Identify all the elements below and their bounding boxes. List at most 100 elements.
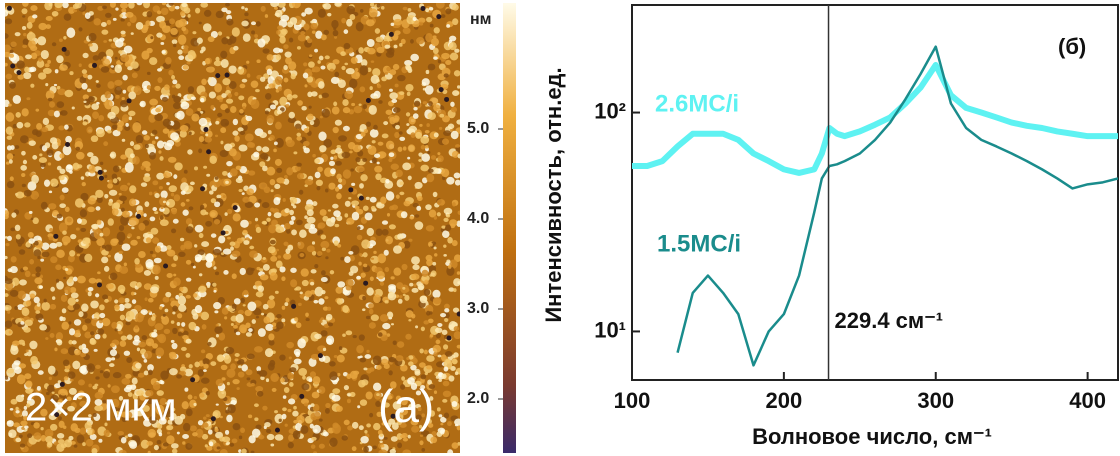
grain (105, 13, 112, 18)
grain (18, 291, 26, 300)
pit (221, 230, 226, 235)
grain (186, 226, 194, 233)
grain (363, 252, 368, 257)
grain (266, 218, 271, 222)
grain (408, 435, 411, 439)
grain (59, 175, 65, 180)
grain (163, 297, 170, 303)
grain (254, 34, 258, 38)
grain (303, 141, 310, 146)
grain (341, 66, 345, 70)
grain (102, 334, 106, 339)
grain (128, 434, 133, 438)
grain (148, 310, 151, 312)
grain (182, 401, 189, 409)
grain (201, 378, 210, 384)
grain (107, 112, 115, 119)
grain (186, 108, 194, 116)
grain (390, 449, 396, 454)
grain (231, 323, 234, 326)
grain (290, 17, 298, 25)
grain (49, 377, 52, 380)
grain (146, 338, 154, 346)
grain (98, 115, 104, 121)
grain (104, 175, 107, 179)
grain (442, 374, 447, 380)
grain (58, 439, 65, 444)
pit (65, 142, 70, 147)
grain (82, 182, 86, 186)
grain (188, 395, 193, 400)
grain (21, 8, 27, 14)
grain (389, 117, 395, 125)
grain (221, 365, 228, 370)
grain (437, 152, 440, 155)
grain (255, 218, 258, 222)
grain (360, 86, 366, 92)
grain (171, 75, 175, 80)
grain (34, 277, 42, 284)
grain (171, 228, 176, 233)
grain (22, 108, 29, 116)
grain (233, 213, 241, 221)
grain (249, 246, 254, 250)
grain (445, 8, 451, 14)
grain (380, 444, 384, 447)
grain (230, 246, 234, 250)
pit (163, 264, 168, 269)
grain (113, 372, 122, 378)
pit (444, 97, 449, 102)
grain (244, 310, 251, 316)
grain (280, 378, 285, 383)
grain (206, 391, 210, 395)
grain (224, 316, 227, 319)
grain (118, 65, 121, 69)
grain (125, 374, 132, 379)
grain (122, 243, 131, 250)
grain (77, 254, 80, 257)
pit (439, 87, 444, 92)
pit (99, 176, 104, 181)
grain (121, 8, 126, 12)
grain (277, 25, 283, 30)
grain (122, 139, 126, 142)
grain (201, 241, 209, 247)
grain (265, 93, 271, 100)
grain (171, 340, 175, 343)
grain (256, 146, 262, 152)
grain (88, 197, 96, 204)
grain (426, 255, 433, 261)
grain (343, 107, 350, 113)
grain (286, 342, 294, 349)
grain (26, 97, 30, 100)
grain (402, 449, 411, 456)
grain (377, 3, 381, 7)
grain (364, 430, 367, 434)
grain (6, 74, 13, 80)
grain (307, 245, 315, 252)
grain (371, 206, 376, 210)
grain (268, 363, 275, 371)
grain (318, 9, 326, 18)
grain (75, 0, 82, 8)
grain (303, 23, 309, 30)
grain (295, 286, 301, 290)
grain (441, 53, 450, 59)
grain (289, 357, 292, 360)
grain (378, 100, 382, 104)
grain (405, 334, 411, 340)
grain (72, 106, 75, 109)
grain (186, 278, 191, 282)
grain (299, 253, 304, 257)
grain (371, 75, 380, 84)
grain (188, 14, 191, 18)
grain (173, 274, 176, 277)
grain (176, 374, 182, 378)
grain (138, 342, 146, 348)
grain (352, 446, 357, 451)
grain (304, 147, 310, 153)
grain (402, 264, 408, 270)
grain (64, 286, 71, 294)
grain (246, 267, 254, 275)
grain (44, 1, 52, 10)
